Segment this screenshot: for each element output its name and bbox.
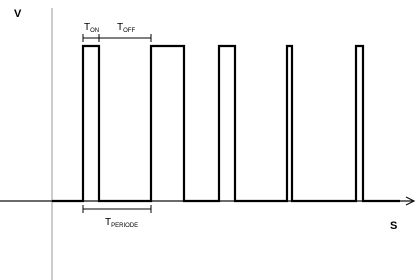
ton-bracket <box>82 34 100 42</box>
toff-bracket <box>99 34 152 42</box>
ton-label: TON <box>84 22 99 34</box>
tperiode-sub: PERIODE <box>111 223 138 229</box>
toff-main: T <box>117 22 123 33</box>
toff-label: TOFF <box>117 22 135 34</box>
x-arrow <box>405 196 416 206</box>
ton-sub: ON <box>90 28 99 34</box>
ton-main: T <box>84 22 90 33</box>
tperiode-main: T <box>105 217 111 228</box>
pwm-signal <box>52 44 400 203</box>
toff-sub: OFF <box>123 28 135 34</box>
y-axis-label: V <box>14 8 22 20</box>
tperiode-label: TPERIODE <box>105 217 138 229</box>
tperiode-bracket <box>82 205 152 213</box>
x-axis-label: S <box>390 220 397 232</box>
